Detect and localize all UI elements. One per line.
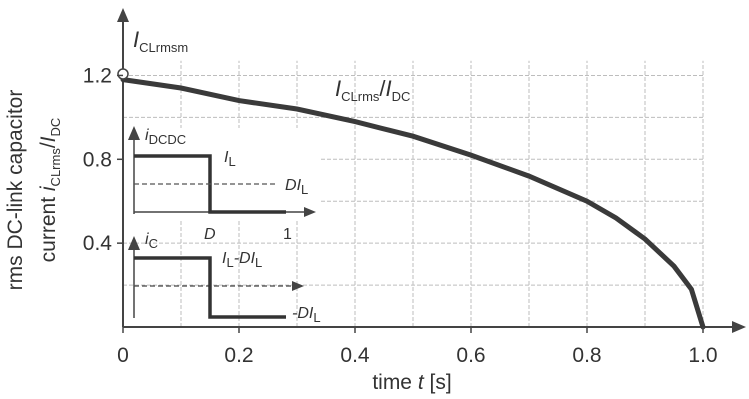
inset-bottom-high-label: IL-DIL bbox=[222, 250, 262, 270]
x-tick-label: 0.8 bbox=[572, 344, 601, 367]
inset-top-level-label: IL bbox=[224, 149, 236, 169]
inset-top-title: iDCDC bbox=[145, 127, 186, 147]
x-tick-label: 0.6 bbox=[456, 344, 485, 367]
y-tick-label: 0.8 bbox=[83, 148, 112, 171]
inset-top-dashed-label: DIL bbox=[285, 177, 308, 197]
y-tick-label: 0.4 bbox=[83, 232, 113, 255]
curve-series bbox=[120, 77, 706, 330]
axes bbox=[117, 8, 746, 333]
x-tick-label: 0.2 bbox=[224, 344, 253, 367]
tick-labels: 0 0.2 0.4 0.6 0.8 1.0 0.4 0.8 1.2 bbox=[83, 64, 718, 367]
inset-bottom-title: iC bbox=[145, 231, 158, 251]
x-axis-label: time t [s] bbox=[372, 371, 451, 394]
inset-top-y-arrow bbox=[128, 126, 140, 140]
inset-tick-d: D bbox=[204, 226, 216, 243]
y-axis-label-line2: current iCLrms/IDC bbox=[37, 118, 63, 263]
inset-tick-1: 1 bbox=[283, 226, 292, 243]
x-axis-arrow bbox=[732, 321, 746, 333]
inset-bottom-x-arrow bbox=[292, 281, 304, 291]
x-tick-label: 0.4 bbox=[340, 344, 370, 367]
x-tick-label: 1.0 bbox=[688, 344, 717, 367]
inset-bottom-low-label: -DIL bbox=[292, 305, 321, 325]
max-marker bbox=[117, 68, 129, 80]
max-label: ICLrmsm bbox=[133, 27, 188, 55]
inset-top: iDCDC IL DIL bbox=[124, 126, 320, 220]
x-tick-label: 0 bbox=[117, 344, 129, 367]
y-axis-label-line1: rms DC-link capacitor bbox=[4, 90, 27, 291]
inset-bottom-y-arrow bbox=[128, 236, 140, 250]
y-tick-label: 1.2 bbox=[83, 64, 112, 87]
curve-label: ICLrms/IDC bbox=[335, 76, 410, 104]
inset-bottom-waveform bbox=[134, 256, 286, 319]
inset-bottom: iC IL-DIL -DIL bbox=[128, 231, 321, 325]
y-axis-arrow bbox=[117, 8, 129, 22]
inset-top-x-arrow bbox=[304, 207, 316, 217]
